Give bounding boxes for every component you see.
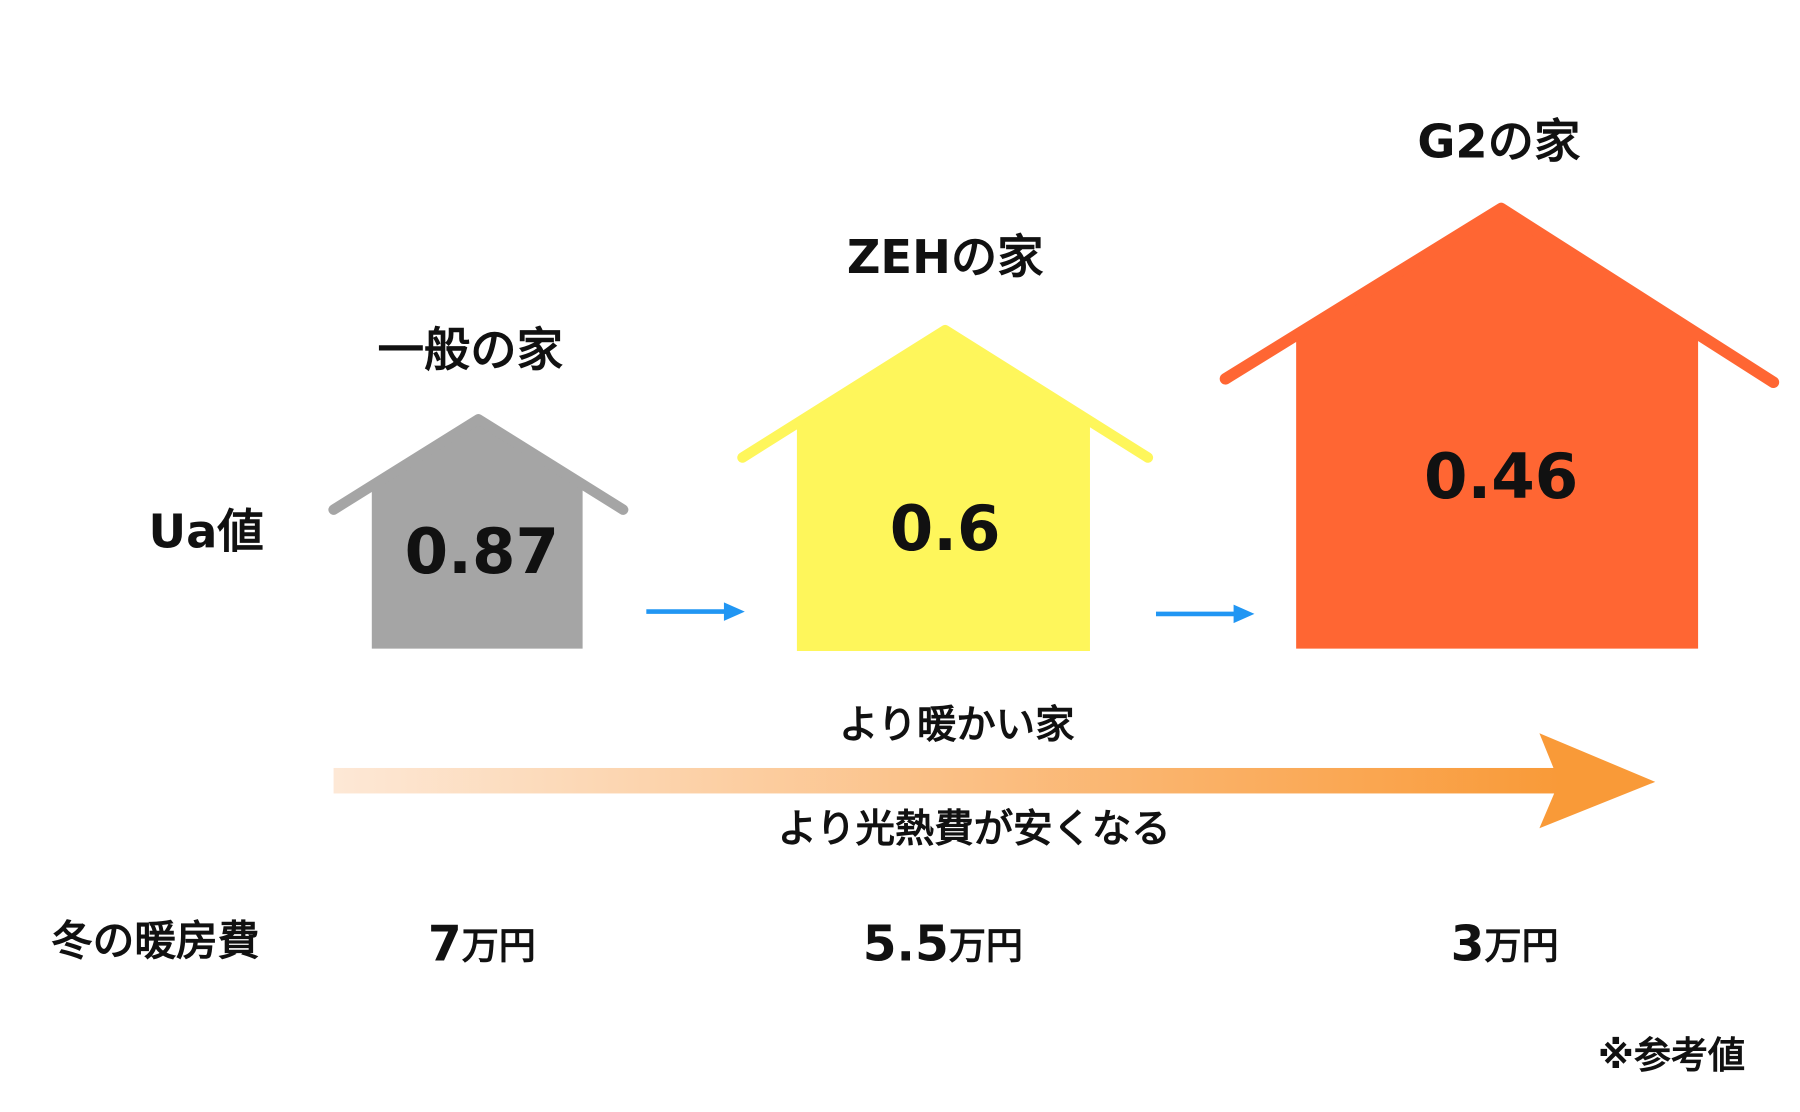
cost-unit: 万円 <box>462 924 536 967</box>
cost: 3万円 <box>1451 917 1559 973</box>
house-label: G2の家 <box>1417 114 1581 168</box>
house-roof <box>737 324 1154 463</box>
house-body <box>371 419 583 649</box>
house-roof <box>328 414 629 515</box>
arrow <box>646 602 745 621</box>
cost-unit: 万円 <box>949 924 1023 967</box>
arrow-label: より暖かい家 <box>839 702 1075 748</box>
cost-value: 5.5 <box>863 917 949 973</box>
gradient-arrow <box>333 733 1656 829</box>
cost: 5.5万円 <box>863 917 1023 973</box>
cost-value: 7 <box>428 917 462 973</box>
ua-value: 0.46 <box>1424 440 1578 513</box>
cost-unit: 万円 <box>1485 924 1559 967</box>
note: ※参考値 <box>1598 1034 1745 1077</box>
house-body <box>1296 208 1699 649</box>
house-label: 一般の家 <box>378 323 564 377</box>
ua-value: 0.87 <box>405 515 559 588</box>
arrow-label: より光熱費が安くなる <box>778 806 1171 852</box>
row-label: Ua値 <box>149 505 264 559</box>
ua-value: 0.6 <box>890 492 1001 565</box>
cost: 7万円 <box>428 917 536 973</box>
cost-value: 3 <box>1451 917 1485 973</box>
house-body <box>796 330 1090 651</box>
row-label: 冬の暖房費 <box>51 916 259 965</box>
house-label: ZEHの家 <box>847 230 1044 284</box>
house-roof <box>1219 202 1780 389</box>
arrow <box>1155 604 1255 624</box>
